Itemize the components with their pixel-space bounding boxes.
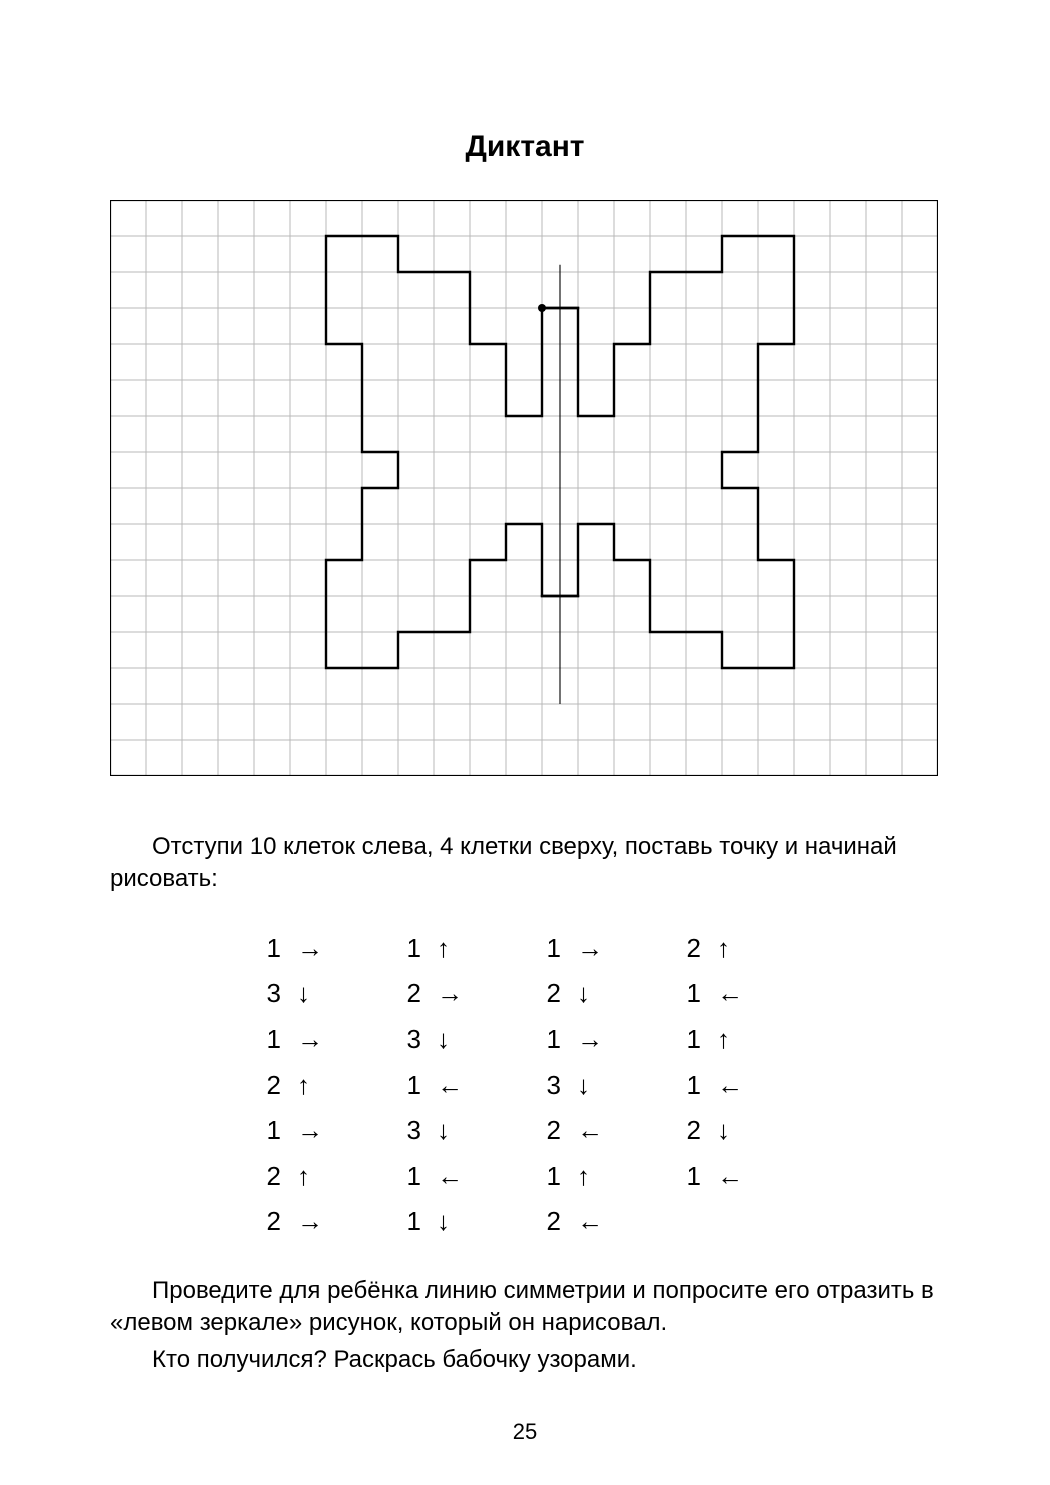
instruction-number: 1	[665, 1154, 709, 1200]
outro-line-1: Проведите для ребёнка линию симметрии и …	[110, 1275, 940, 1340]
instruction-number: 1	[385, 1154, 429, 1200]
instruction-arrow-icon: ↑	[709, 926, 805, 972]
instruction-number: 3	[525, 1063, 569, 1109]
instruction-number: 1	[385, 1063, 429, 1109]
instruction-arrow-icon: ↓	[429, 1017, 525, 1063]
instruction-arrow-icon: →	[289, 1108, 385, 1154]
instruction-number: 2	[665, 926, 709, 972]
instruction-arrow-icon: ←	[569, 1199, 665, 1245]
instruction-table: 1→1↑1→2↑3↓2→2↓1←1→3↓1→1↑2↑1←3↓1←1→3↓2←2↓…	[245, 926, 805, 1245]
instruction-number: 1	[385, 1199, 429, 1245]
instruction-number: 1	[525, 1154, 569, 1200]
instruction-number: 2	[245, 1154, 289, 1200]
instruction-arrow-icon: →	[429, 971, 525, 1017]
instruction-arrow-icon: ↓	[289, 971, 385, 1017]
instruction-number: 2	[525, 1199, 569, 1245]
instruction-number: 2	[525, 1108, 569, 1154]
page-container: Диктант Отступи 10 клеток слева, 4 клетк…	[0, 0, 1050, 1485]
instruction-number: 1	[245, 1017, 289, 1063]
instruction-arrow-icon: ↑	[429, 926, 525, 972]
instruction-arrow-icon: ←	[709, 1063, 805, 1109]
instruction-arrow-icon: →	[569, 926, 665, 972]
instruction-arrow-icon: ↓	[569, 971, 665, 1017]
instruction-arrow-icon: ↑	[709, 1017, 805, 1063]
instruction-arrow-icon: ←	[569, 1108, 665, 1154]
instruction-number: 1	[525, 1017, 569, 1063]
grid-svg	[110, 200, 938, 776]
instruction-number: 2	[665, 1108, 709, 1154]
instruction-number: 1	[525, 926, 569, 972]
instruction-arrow-icon: ↑	[569, 1154, 665, 1200]
instruction-arrow-icon: →	[289, 1199, 385, 1245]
instruction-arrow-icon: ←	[709, 971, 805, 1017]
page-number: 25	[0, 1419, 1050, 1445]
instruction-number: 2	[245, 1199, 289, 1245]
instruction-arrow-icon: ←	[429, 1154, 525, 1200]
intro-text: Отступи 10 клеток слева, 4 клетки сверху…	[110, 831, 940, 896]
instruction-number	[665, 1199, 709, 1245]
instruction-row: 3↓2→2↓1←	[245, 971, 805, 1017]
instruction-row: 1→3↓1→1↑	[245, 1017, 805, 1063]
instruction-number: 2	[385, 971, 429, 1017]
instruction-number: 2	[525, 971, 569, 1017]
grid-diagram	[110, 200, 940, 781]
instruction-arrow-icon: ↑	[289, 1154, 385, 1200]
instruction-row: 1→3↓2←2↓	[245, 1108, 805, 1154]
instruction-arrow-icon: ↑	[289, 1063, 385, 1109]
instruction-number: 2	[245, 1063, 289, 1109]
instruction-arrow-icon: →	[569, 1017, 665, 1063]
instruction-arrow-icon: ↓	[709, 1108, 805, 1154]
instruction-number: 1	[665, 1063, 709, 1109]
instruction-arrow-icon: ←	[429, 1063, 525, 1109]
instruction-arrow-icon: →	[289, 1017, 385, 1063]
instruction-row: 1→1↑1→2↑	[245, 926, 805, 972]
instruction-row: 2↑1←3↓1←	[245, 1063, 805, 1109]
instruction-number: 3	[245, 971, 289, 1017]
instruction-arrow-icon: ↓	[429, 1199, 525, 1245]
page-title: Диктант	[110, 130, 940, 164]
instruction-number: 1	[665, 971, 709, 1017]
instruction-arrow-icon: ←	[709, 1154, 805, 1200]
instruction-number: 1	[665, 1017, 709, 1063]
instruction-arrow-icon: ↓	[429, 1108, 525, 1154]
instruction-number: 3	[385, 1017, 429, 1063]
instruction-arrow-icon: ↓	[569, 1063, 665, 1109]
instruction-row: 2→1↓2←	[245, 1199, 805, 1245]
instruction-number: 3	[385, 1108, 429, 1154]
instruction-row: 2↑1←1↑1←	[245, 1154, 805, 1200]
outro-line-2: Кто получился? Раскрась бабочку узорами.	[110, 1344, 940, 1376]
instruction-arrow-icon: →	[289, 926, 385, 972]
instruction-number: 1	[385, 926, 429, 972]
instruction-number: 1	[245, 926, 289, 972]
instruction-number: 1	[245, 1108, 289, 1154]
instruction-arrow-icon	[709, 1199, 805, 1245]
